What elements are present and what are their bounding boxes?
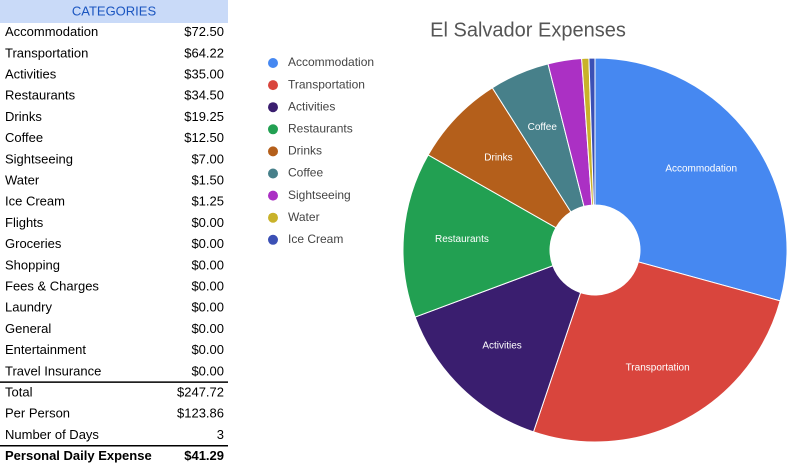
table-header: CATEGORIES (72, 3, 157, 18)
legend-label: Sightseeing (288, 188, 351, 202)
table-value: $0.00 (191, 215, 224, 230)
table-label: Laundry (5, 300, 52, 315)
table-value: 3 (217, 427, 224, 442)
table-value: $0.00 (191, 342, 224, 357)
table-value: $247.72 (177, 385, 224, 400)
legend-label: Coffee (288, 166, 323, 180)
table-label: Fees & Charges (5, 279, 99, 294)
table-value: $41.29 (184, 448, 224, 463)
legend-label: Accommodation (288, 55, 374, 69)
table-value: $0.00 (191, 363, 224, 378)
legend-label: Transportation (288, 77, 365, 91)
table-value: $12.50 (184, 130, 224, 145)
pie-slice (414, 265, 582, 433)
legend-marker (268, 80, 278, 91)
table-label: Coffee (5, 130, 43, 145)
table-value: $0.00 (191, 300, 224, 315)
table-label: Transportation (5, 45, 88, 60)
pie-slice (588, 57, 596, 206)
table-label: Number of Days (5, 427, 99, 442)
table-label: Entertainment (5, 342, 86, 357)
legend-marker (268, 190, 278, 201)
legend-marker (268, 102, 278, 113)
table-label: Sightseeing (5, 151, 73, 166)
table-value: $123.86 (177, 406, 224, 421)
slice-label: Coffee (528, 122, 558, 133)
table-value: $7.00 (191, 151, 224, 166)
table-label: Shopping (5, 257, 60, 272)
table-label: Flights (5, 215, 44, 230)
table-value: $64.22 (184, 45, 224, 60)
table-value: $0.00 (191, 257, 224, 272)
table-value: $19.25 (184, 109, 224, 124)
table-label: General (5, 321, 51, 336)
legend-label: Activities (288, 99, 335, 113)
table-value: $34.50 (184, 88, 224, 103)
legend-marker (268, 146, 278, 157)
slice-label: Restaurants (435, 234, 489, 245)
table-label: Drinks (5, 109, 42, 124)
legend-marker (268, 124, 278, 135)
legend-marker (268, 168, 278, 179)
legend-label: Ice Cream (288, 232, 343, 246)
table-value: $72.50 (184, 24, 224, 39)
table-value: $0.00 (191, 236, 224, 251)
table-label: Water (5, 173, 40, 188)
pie-slice (594, 57, 788, 302)
slice-label: Drinks (484, 152, 512, 163)
table-label: Restaurants (5, 88, 76, 103)
pie-slice (402, 154, 557, 318)
table-header-bg (0, 0, 228, 23)
table-label: Travel Insurance (5, 363, 101, 378)
table-label: Personal Daily Expense (5, 448, 152, 463)
legend-marker (268, 58, 278, 68)
pie-slice (427, 87, 572, 229)
table-value: $1.50 (191, 173, 224, 188)
table-value: $35.00 (184, 67, 224, 82)
table-label: Activities (5, 67, 57, 82)
legend-label: Restaurants (288, 121, 353, 135)
pie-slice (532, 261, 781, 443)
table-value: $0.00 (191, 321, 224, 336)
table-label: Groceries (5, 236, 62, 251)
slice-label: Transportation (626, 363, 690, 374)
legend-marker (268, 234, 278, 245)
legend-label: Drinks (288, 144, 322, 158)
table-value: $0.00 (191, 279, 224, 294)
table-label: Per Person (5, 406, 70, 421)
chart-title: El Salvador Expenses (430, 19, 626, 41)
table-label: Total (5, 385, 33, 400)
legend-label: Water (288, 210, 320, 224)
table-label: Accommodation (5, 24, 98, 39)
slice-label: Accommodation (665, 164, 737, 175)
table-value: $1.25 (191, 194, 224, 209)
legend-marker (268, 212, 278, 223)
table-label: Ice Cream (5, 194, 65, 209)
slice-label: Activities (482, 340, 521, 351)
